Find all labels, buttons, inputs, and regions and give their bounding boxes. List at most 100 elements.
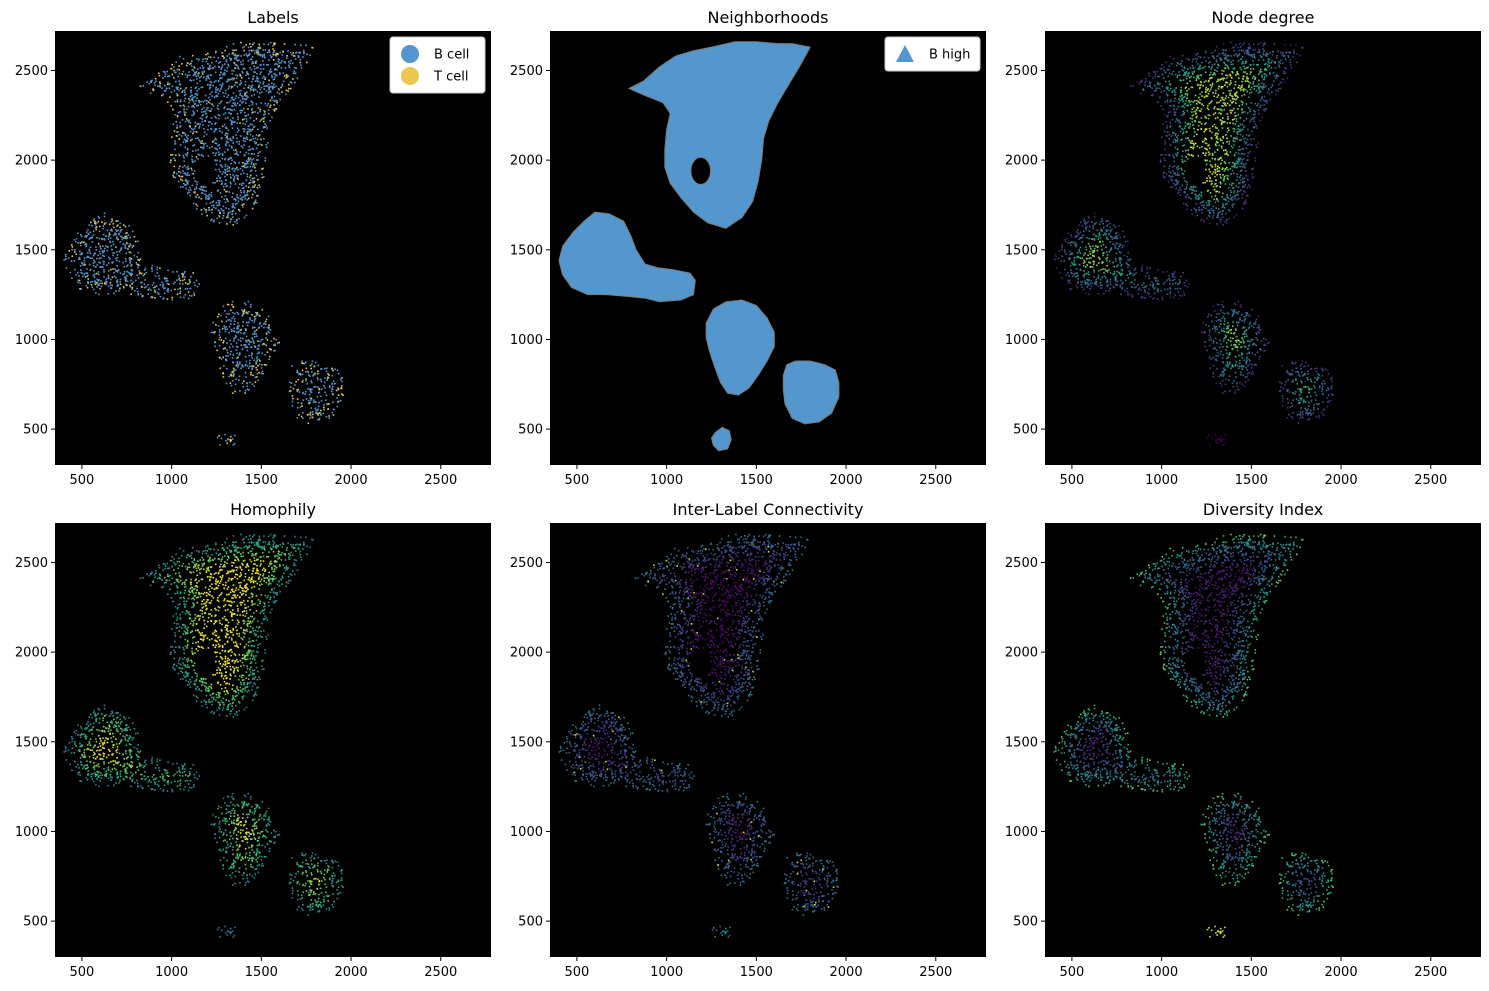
cell-point [174, 114, 177, 116]
cell-point [1228, 83, 1231, 86]
cell-point [165, 277, 168, 280]
cell-point [130, 244, 132, 246]
cell-point [251, 62, 253, 65]
cell-point [1055, 258, 1057, 260]
cell-point [243, 190, 246, 192]
cell-point [1228, 209, 1230, 211]
cell-point [255, 103, 258, 105]
cell-point [83, 257, 86, 259]
cell-point [1093, 255, 1095, 258]
cell-point [1119, 259, 1121, 261]
cell-point [1265, 55, 1268, 57]
cell-point [256, 360, 258, 362]
cell-point [137, 258, 139, 261]
cell-point [1185, 279, 1188, 282]
cell-point [1108, 269, 1110, 271]
cell-point [122, 273, 124, 276]
cell-point [99, 245, 101, 248]
cell-point [246, 311, 248, 314]
cell-point [142, 274, 145, 277]
legend-box [389, 36, 486, 94]
cell-point [1203, 81, 1206, 83]
cell-point [1082, 254, 1085, 257]
cell-point [204, 57, 206, 60]
cell-point [317, 370, 319, 372]
cell-point [100, 238, 103, 240]
cell-point [200, 75, 203, 78]
cell-point [119, 278, 122, 281]
cell-point [246, 95, 248, 97]
cell-point [206, 214, 208, 217]
cell-point [299, 61, 302, 64]
cell-point [170, 91, 173, 93]
cell-point [129, 284, 131, 287]
cell-point [1286, 51, 1288, 54]
cell-point [1181, 172, 1184, 175]
cell-point [158, 293, 160, 295]
cell-point [256, 372, 259, 375]
cell-point [1174, 282, 1177, 284]
cell-point [133, 254, 136, 257]
cell-point [1246, 90, 1249, 93]
cell-point [1112, 285, 1115, 288]
cell-point [243, 45, 245, 48]
cell-point [1263, 104, 1265, 106]
cell-point [305, 379, 307, 382]
cell-point [131, 286, 134, 289]
cell-point [78, 257, 81, 259]
cell-point [1182, 202, 1185, 205]
cell-point [108, 233, 111, 236]
cell-point [163, 90, 166, 92]
cell-point [1244, 184, 1246, 186]
cell-point [239, 99, 242, 102]
cell-point [1181, 54, 1184, 57]
cell-point [337, 388, 340, 391]
cell-point [1180, 60, 1183, 63]
cell-point [183, 111, 185, 113]
cell-point [1084, 223, 1087, 226]
cell-point [253, 359, 255, 361]
cell-point [288, 64, 290, 67]
cell-point [1203, 56, 1206, 59]
cell-point [317, 378, 319, 381]
cell-point [207, 63, 209, 65]
cell-point [181, 279, 184, 282]
cell-point [1202, 84, 1204, 87]
cell-point [1157, 269, 1159, 272]
cell-point [1220, 218, 1223, 221]
cell-point [188, 191, 191, 193]
cell-point [1237, 86, 1240, 89]
cell-point [274, 108, 277, 110]
cell-point [227, 87, 230, 90]
cell-point [247, 190, 249, 192]
cell-point [1087, 220, 1090, 223]
cell-point [1061, 277, 1063, 279]
cell-point [1119, 286, 1122, 288]
cell-point [1219, 108, 1222, 111]
cell-point [1257, 92, 1260, 94]
cell-point [172, 282, 175, 285]
cell-point [1128, 264, 1130, 267]
cell-point [216, 107, 219, 109]
cell-point [225, 440, 227, 442]
cell-point [207, 195, 210, 198]
cell-point [230, 97, 233, 99]
cell-point [194, 284, 196, 287]
cell-point [229, 211, 231, 213]
cell-point [234, 64, 237, 66]
cell-point [1067, 271, 1069, 274]
cell-point [1235, 179, 1238, 181]
cell-point [289, 81, 292, 83]
cell-point [221, 66, 223, 68]
cell-point [103, 222, 106, 225]
cell-point [241, 204, 243, 206]
cell-point [96, 264, 98, 266]
cell-point [1242, 111, 1244, 113]
cell-point [1241, 94, 1243, 97]
cell-point [249, 87, 251, 90]
cell-point [1102, 254, 1104, 257]
cell-point [1153, 90, 1156, 92]
cell-point [196, 77, 198, 80]
cell-point [1102, 252, 1104, 254]
cell-point [119, 272, 122, 274]
